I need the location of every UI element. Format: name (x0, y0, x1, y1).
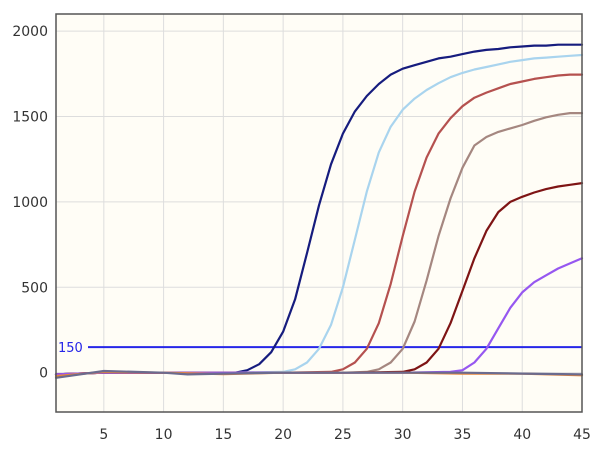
x-tick-label: 30 (394, 427, 412, 443)
x-tick-label: 45 (573, 427, 591, 443)
series-line-2[interactable] (54, 53, 584, 376)
y-tick-label: 1500 (12, 109, 48, 125)
x-tick-label: 25 (334, 427, 352, 443)
y-tick-label: 2000 (12, 24, 48, 40)
grid (56, 14, 583, 412)
threshold-label: 150 (58, 341, 83, 356)
threshold: 150 (58, 341, 582, 356)
x-tick-label: 15 (214, 427, 232, 443)
series-line-1[interactable] (54, 43, 584, 376)
series-group (54, 43, 584, 379)
series-line-8[interactable] (54, 369, 584, 379)
y-tick-label: 0 (39, 366, 48, 382)
y-tick-label: 500 (21, 280, 48, 296)
y-axis-ticks: 0 500 1000 1500 2000 (12, 24, 48, 382)
plot-frame (55, 13, 583, 413)
plot-background (56, 14, 582, 412)
x-tick-label: 20 (274, 427, 292, 443)
x-tick-label: 5 (99, 427, 108, 443)
x-axis-ticks: 5 10 15 20 25 30 35 40 45 (99, 427, 591, 443)
x-tick-label: 40 (513, 427, 531, 443)
y-tick-label: 1000 (12, 195, 48, 211)
x-tick-label: 35 (454, 427, 472, 443)
x-tick-label: 10 (155, 427, 173, 443)
